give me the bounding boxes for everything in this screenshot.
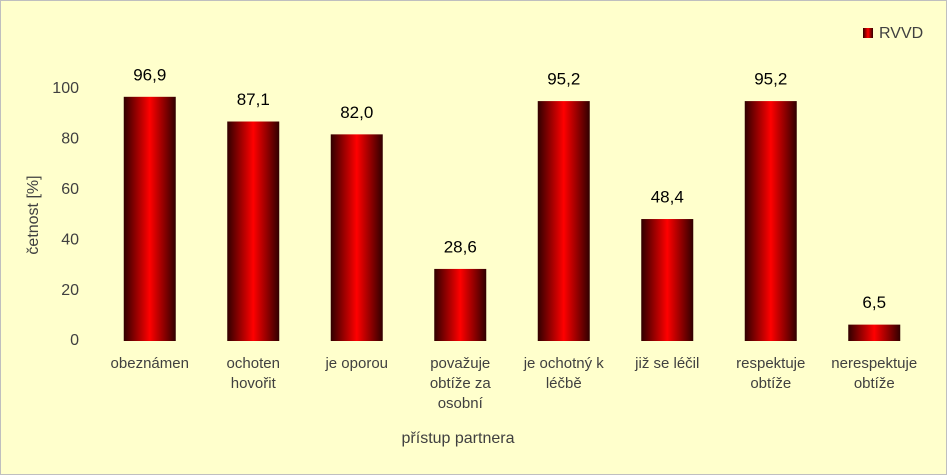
- legend-label: RVVD: [879, 25, 923, 42]
- x-tick-label: považuje obtíže za osobní: [429, 355, 491, 412]
- bar: [330, 134, 383, 341]
- bar: [848, 324, 901, 341]
- bar: [123, 96, 176, 341]
- x-tick-label: již se léčil: [635, 355, 700, 372]
- bar: [537, 101, 590, 341]
- y-tick-label: 100: [52, 80, 79, 97]
- y-tick-label: 0: [70, 332, 79, 349]
- data-label: 87,1: [237, 90, 270, 109]
- data-label: 95,2: [754, 70, 787, 89]
- data-label: 6,5: [862, 293, 886, 312]
- x-axis-title: přístup partnera: [402, 430, 515, 447]
- x-tick-label: respektuje obtíže: [736, 355, 806, 392]
- y-tick-label: 40: [61, 231, 79, 248]
- y-axis-title: četnost [%]: [25, 175, 42, 254]
- x-tick-label: je ochotný k léčbě: [523, 355, 604, 392]
- y-tick-label: 60: [61, 181, 79, 198]
- data-label: 48,4: [651, 188, 684, 207]
- data-label: 82,0: [340, 103, 373, 122]
- y-tick-label: 20: [61, 282, 79, 299]
- legend-swatch: [863, 28, 873, 38]
- bar: [641, 219, 694, 341]
- bar: [434, 268, 487, 341]
- data-label: 28,6: [444, 237, 477, 256]
- x-tick-label: nerespektuje obtíže: [831, 355, 918, 392]
- data-label: 96,9: [133, 65, 166, 84]
- y-tick-label: 80: [61, 131, 79, 148]
- data-label: 95,2: [547, 70, 580, 89]
- x-tick-label: ochoten hovořit: [226, 355, 280, 392]
- bar: [744, 101, 797, 341]
- x-tick-label: obeznámen: [110, 355, 189, 372]
- bar: [227, 121, 280, 342]
- x-tick-label: je oporou: [325, 355, 389, 372]
